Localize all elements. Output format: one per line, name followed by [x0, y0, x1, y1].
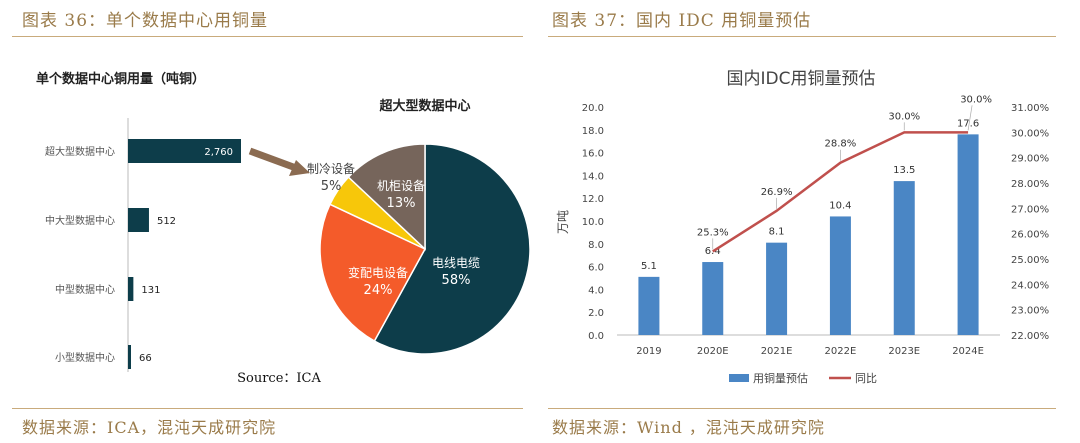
pie-slice — [373, 143, 531, 355]
pie-slice — [347, 143, 426, 251]
y2-tick-label: 22.00% — [1011, 331, 1049, 342]
hbar-bar — [128, 345, 131, 369]
yoy-value-label: 26.9% — [761, 187, 793, 198]
pie-slice-value: 58% — [442, 273, 471, 288]
y2-tick-label: 26.00% — [1011, 230, 1049, 241]
hbar-value-label: 512 — [157, 216, 176, 227]
y2-tick-label: 25.00% — [1011, 255, 1049, 266]
legend-bar-label: 用铜量预估 — [753, 371, 808, 385]
yoy-value-label: 30.0% — [888, 111, 920, 122]
idc-bar-value-label: 6.4 — [705, 246, 721, 257]
hbar-value-label: 2,760 — [204, 147, 233, 158]
y-tick-label: 2.0 — [588, 308, 604, 319]
left-source-note: 数据来源：ICA，混沌天成研究院 — [22, 418, 277, 437]
x-tick-label: 2020E — [697, 346, 729, 357]
pie-slice-value: 24% — [364, 283, 393, 298]
yoy-line — [712, 131, 969, 253]
y2-tick-label: 31.00% — [1011, 103, 1049, 114]
legend-bar-swatch — [729, 374, 749, 382]
pie-slice-label: 电线电缆 — [432, 256, 480, 270]
y2-tick-label: 24.00% — [1011, 280, 1049, 291]
idc-chart-title: 国内IDC用铜量预估 — [727, 69, 876, 89]
y-tick-label: 6.0 — [588, 263, 604, 274]
idc-bar-value-label: 17.6 — [957, 118, 979, 129]
hbar-category-label: 中型数据中心 — [55, 283, 115, 296]
hbar-category-label: 超大型数据中心 — [45, 145, 115, 158]
y2-tick-label: 23.00% — [1011, 306, 1049, 317]
right-top-rule — [548, 36, 1056, 37]
ica-source-caption: Source：ICA — [237, 371, 321, 386]
y-tick-label: 16.0 — [582, 149, 604, 160]
hbar-bar — [128, 139, 241, 163]
y-tick-label: 10.0 — [582, 217, 604, 228]
left-bottom-rule — [12, 408, 523, 409]
idc-bar — [957, 134, 979, 335]
x-tick-label: 2021E — [761, 346, 793, 357]
x-tick-label: 2019 — [636, 346, 661, 357]
y-tick-label: 18.0 — [582, 126, 604, 137]
idc-bar-value-label: 10.4 — [829, 200, 851, 211]
y2-tick-label: 30.00% — [1011, 128, 1049, 139]
yoy-value-label: 30.0% — [960, 94, 992, 105]
x-tick-label: 2023E — [888, 346, 920, 357]
pie-slice-label: 机柜设备 — [377, 179, 425, 193]
pie-slice-label: 变配电设备 — [348, 265, 408, 280]
idc-y-axis-label: 万吨 — [556, 210, 570, 234]
right-figure-title: 图表 37：国内 IDC 用铜量预估 — [552, 11, 812, 31]
x-tick-label: 2022E — [825, 346, 857, 357]
connector-arrow-shaft — [248, 147, 298, 172]
hbar-category-label: 中大型数据中心 — [45, 214, 115, 227]
right-source-note: 数据来源：Wind ，混沌天成研究院 — [552, 418, 825, 437]
y-tick-label: 14.0 — [582, 171, 604, 182]
idc-bar — [893, 181, 915, 335]
pie-slice — [319, 203, 427, 343]
legend-line-label: 同比 — [855, 372, 877, 385]
y-tick-label: 0.0 — [588, 331, 604, 342]
hbar-value-label: 66 — [139, 353, 152, 364]
y-tick-label: 12.0 — [582, 194, 604, 205]
x-tick-label: 2024E — [952, 346, 984, 357]
y-tick-label: 4.0 — [588, 285, 604, 296]
y2-tick-label: 27.00% — [1011, 204, 1049, 215]
y2-tick-label: 29.00% — [1011, 154, 1049, 165]
yoy-label-leader — [967, 105, 973, 131]
pie-slice-label: 制冷设备 — [307, 162, 355, 176]
right-bottom-rule — [548, 408, 1056, 409]
idc-bar — [766, 242, 788, 335]
hbar-bar — [128, 277, 134, 301]
y-tick-label: 20.0 — [582, 103, 604, 114]
idc-bar — [702, 262, 724, 335]
connector-arrow-head — [289, 160, 310, 176]
idc-bar-value-label: 13.5 — [893, 165, 915, 176]
hbar-value-label: 131 — [141, 285, 160, 296]
idc-bar-value-label: 8.1 — [769, 227, 785, 238]
idc-bar — [829, 216, 851, 335]
left-top-rule — [12, 36, 523, 37]
idc-bar — [638, 276, 660, 335]
y-tick-label: 8.0 — [588, 240, 604, 251]
yoy-value-label: 28.8% — [825, 139, 857, 150]
pie-slice-value: 13% — [387, 196, 416, 211]
idc-bar-value-label: 5.1 — [641, 261, 657, 272]
hbar-title: 单个数据中心铜用量（吨铜） — [36, 71, 205, 87]
yoy-value-label: 25.3% — [697, 227, 729, 238]
y2-tick-label: 28.00% — [1011, 179, 1049, 190]
pie-title: 超大型数据中心 — [379, 98, 470, 114]
pie-slice-value: 5% — [321, 179, 342, 194]
hbar-bar — [128, 208, 149, 232]
hbar-category-label: 小型数据中心 — [55, 351, 115, 364]
left-figure-title: 图表 36：单个数据中心用铜量 — [22, 11, 269, 31]
